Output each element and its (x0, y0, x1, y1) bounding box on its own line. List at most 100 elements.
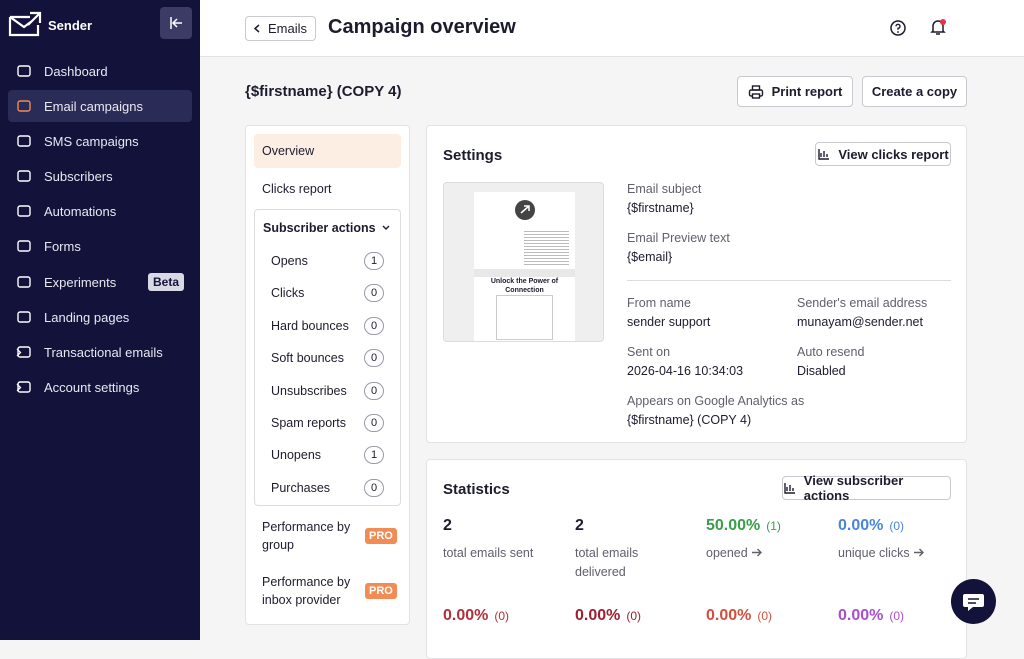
action-count: 0 (364, 381, 384, 400)
stat-number: 0.00% (838, 517, 884, 534)
stat-label[interactable]: opened (706, 544, 816, 563)
action-count: 1 (364, 446, 384, 465)
nav-item[interactable]: SMS campaigns (8, 125, 192, 157)
action-row[interactable]: Hard bounces 0 (255, 315, 400, 339)
action-label: Purchases (271, 480, 331, 495)
logo (8, 11, 42, 37)
subscriber-actions-title[interactable]: Subscriber actions (263, 221, 376, 235)
report-menu: Overview Clicks report Subscriber action… (245, 125, 410, 625)
copy-label: Create a copy (871, 84, 958, 99)
stat-number: 2 (443, 517, 452, 534)
preview-heading: Unlock the Power of Connection (490, 278, 559, 294)
nav-label: Email campaigns (44, 98, 143, 114)
help-icon[interactable] (890, 20, 906, 36)
stat-value: 2 (443, 517, 452, 535)
nav-item[interactable]: Account settings (8, 371, 192, 403)
action-row[interactable]: Unsubscribes 0 (255, 380, 400, 404)
nav-item[interactable]: Landing pages (8, 301, 192, 333)
button-label: View subscriber actions (803, 473, 904, 503)
stat-number: 2 (575, 517, 584, 534)
nav-label: Landing pages (44, 309, 130, 325)
nav-item[interactable]: Automations (8, 195, 192, 227)
chevron (382, 225, 390, 230)
copy-button[interactable]: Create a copy (862, 76, 967, 107)
nav-item[interactable]: Dashboard (8, 55, 192, 87)
performance-label: Performance by inbox provider (262, 575, 351, 607)
field-value: {$email} (627, 250, 673, 264)
action-label: Hard bounces (271, 318, 349, 333)
chat-button[interactable] (951, 579, 996, 624)
divider (627, 280, 951, 281)
page-title: Campaign overview (328, 16, 516, 38)
performance-item[interactable]: Performance by inbox provider PRO (262, 573, 402, 613)
nav-label: Experiments (44, 274, 117, 290)
menu-overview[interactable]: Overview (254, 134, 401, 168)
stat-label-text: total emails delivered (575, 546, 639, 579)
campaign-name: {$firstname} (COPY 4) (245, 83, 402, 100)
view-subscriber-actions-button[interactable]: View subscriber actions (782, 473, 951, 503)
action-label: Unopens (271, 448, 322, 463)
action-label: Unsubscribes (271, 383, 347, 398)
action-count: 1 (364, 252, 384, 270)
nav-label: Account settings (44, 379, 140, 395)
print-label: Print report (771, 84, 843, 99)
nav-item[interactable]: Subscribers (8, 160, 192, 192)
nav-badge: Beta (147, 273, 184, 291)
stat-number: 0.00% (575, 607, 621, 624)
nav-item[interactable]: Transactional emails (8, 336, 192, 368)
field-label: Auto resend (797, 345, 865, 359)
stat-label-text: opened (706, 546, 748, 560)
notifications-icon[interactable] (929, 18, 947, 36)
action-row[interactable]: Soft bounces 0 (255, 347, 400, 371)
stat-value: 0.00% (0) (838, 517, 904, 535)
nav-item[interactable]: Forms (8, 230, 192, 262)
stat-value: 0.00% (0) (838, 607, 904, 625)
stat-label-text: unique clicks (838, 546, 910, 560)
nav-item[interactable]: Email campaigns (8, 90, 192, 122)
field-value: munayam@sender.net (797, 315, 923, 329)
stat-count: (0) (889, 519, 905, 533)
view-clicks-button[interactable]: View clicks report (815, 142, 951, 166)
stat-value: 2 (575, 517, 584, 535)
action-row[interactable]: Spam reports 0 (255, 412, 400, 436)
nav-label: Automations (44, 203, 117, 219)
action-row[interactable]: Opens 1 (255, 250, 400, 274)
chevron (16, 348, 22, 356)
action-row[interactable]: Clicks 0 (255, 282, 400, 306)
menu-clicks[interactable]: Clicks report (262, 182, 332, 196)
performance-item[interactable]: Performance by group PRO (262, 518, 402, 558)
field-value: sender support (627, 315, 711, 329)
field-label: Email Preview text (627, 231, 730, 245)
subscriber-actions: Subscriber actions Opens 1 Clicks 0 Hard bou… (254, 209, 401, 506)
action-count: 0 (364, 349, 384, 368)
back-button[interactable]: Emails (245, 16, 316, 41)
collapse-button[interactable] (160, 7, 192, 39)
action-row[interactable]: Unopens 1 (255, 444, 400, 468)
action-count: 0 (364, 284, 384, 303)
action-row[interactable]: Purchases 0 (255, 477, 400, 501)
stat-count: (0) (494, 609, 510, 623)
brand: Sender (48, 18, 93, 33)
performance-label: Performance by group (262, 520, 351, 552)
stat-label[interactable]: unique clicks (838, 544, 948, 563)
action-label: Opens (271, 254, 308, 268)
sidebar: Sender Dashboard Email campaigns SMS campa… (0, 0, 200, 640)
stat-label-text: total emails sent (443, 546, 534, 560)
stat-count: (0) (757, 609, 773, 623)
nav-label: Dashboard (44, 63, 108, 79)
nav-item[interactable]: Experiments Beta (8, 266, 192, 298)
pro-badge: PRO (365, 528, 397, 544)
print-button[interactable]: Print report (737, 76, 853, 107)
stat-value: 0.00% (0) (706, 607, 772, 625)
action-count: 0 (364, 478, 384, 497)
field-label: Appears on Google Analytics as (627, 394, 805, 408)
nav-label: Transactional emails (44, 344, 163, 360)
button-label: View clicks report (838, 146, 949, 162)
action-count: 0 (364, 316, 384, 335)
menu-label: Overview (262, 144, 315, 158)
action-label: Spam reports (271, 416, 347, 430)
settings-card: Settings View clicks report Unlock the P… (426, 125, 967, 443)
stat-count: (0) (626, 609, 642, 623)
stat-label: total emails delivered (575, 544, 685, 582)
